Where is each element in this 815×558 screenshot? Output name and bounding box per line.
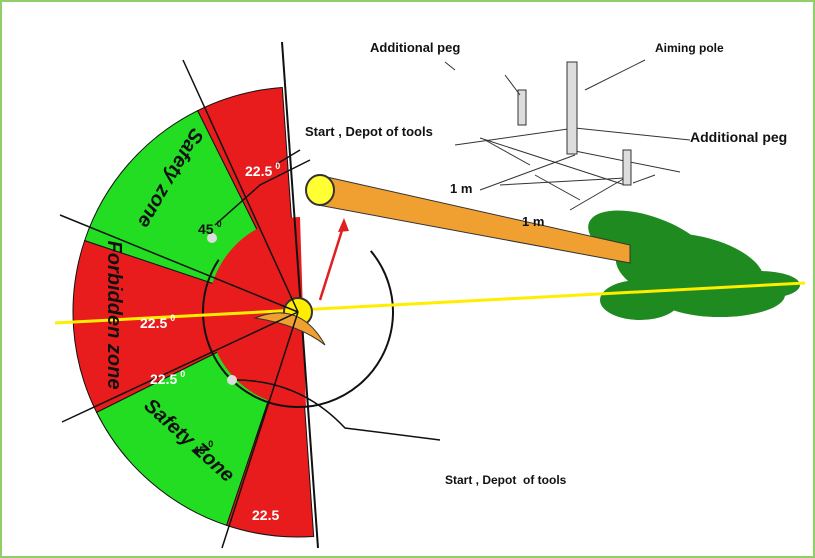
- label: Start , Depot of tools: [305, 124, 433, 139]
- angle-value: 22.5: [252, 507, 279, 523]
- angle-unit: 0: [275, 161, 280, 171]
- red-arrow: [318, 223, 346, 301]
- angle-label: 22.5: [252, 507, 279, 523]
- angle-unit: 0: [170, 313, 175, 323]
- angle-label: 22.5 0: [150, 369, 185, 387]
- angle-unit: 0: [217, 219, 222, 229]
- angle-value: 22.5: [140, 315, 167, 331]
- aim-line: [54, 281, 806, 325]
- angle-label: 450: [193, 439, 213, 457]
- angle-value: 22.5: [150, 371, 177, 387]
- peg-grid: [444, 59, 691, 211]
- angle-unit: 0: [180, 369, 185, 379]
- label: Additional peg: [370, 40, 460, 55]
- angle-label: 22.5 0: [245, 161, 280, 179]
- edge-line: [281, 41, 319, 549]
- label: Aiming pole: [655, 41, 724, 55]
- angle-label: 22.5 0: [140, 313, 175, 331]
- inner-arc: [202, 216, 394, 408]
- zone-sector: [72, 239, 300, 414]
- label: Start , Depot of tools: [445, 473, 567, 487]
- red-arrowhead: [338, 218, 349, 232]
- log-end: [305, 174, 335, 206]
- zone-label: Forbidden zone: [103, 241, 125, 390]
- label: Additional peg: [690, 129, 787, 145]
- angle-value: 45: [193, 445, 205, 457]
- angle-value: 45: [198, 221, 214, 237]
- point: [207, 233, 217, 243]
- point: [227, 375, 237, 385]
- feller-body: [253, 312, 326, 346]
- arrows: [59, 59, 441, 549]
- angle-value: 22.5: [245, 163, 272, 179]
- angle-unit: 0: [208, 439, 213, 449]
- label: 1 m: [522, 214, 544, 229]
- label: 1 m: [450, 181, 472, 196]
